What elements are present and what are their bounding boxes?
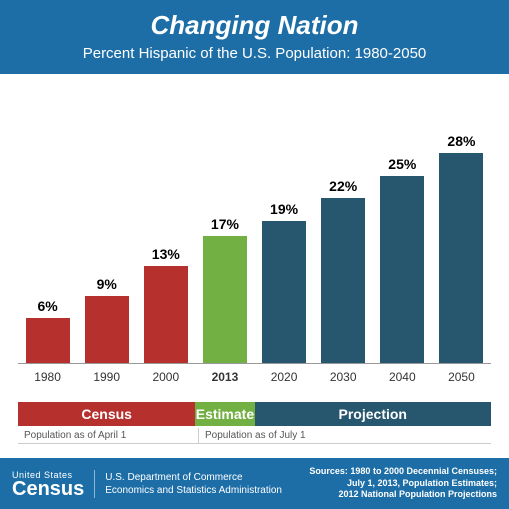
bar-group: 22% [317,178,370,363]
bar [144,266,188,364]
note-right: Population as of July 1 [198,428,491,444]
bar [203,236,247,364]
header: Changing Nation Percent Hispanic of the … [0,0,509,74]
footer-sources: Sources: 1980 to 2000 Decennial Censuses… [309,466,497,501]
bar-value-label: 19% [270,201,298,217]
bar-value-label: 25% [388,156,416,172]
bar-group: 25% [376,156,429,364]
x-label: 1990 [80,370,133,384]
bar [262,221,306,364]
legend-row: Census Estimate Projection [18,402,491,426]
x-label: 2013 [198,370,251,384]
sources-line2: July 1, 2013, Population Estimates; [309,478,497,490]
x-label: 2050 [435,370,488,384]
dept-line2: Economics and Statistics Administration [105,484,309,497]
x-label: 2000 [139,370,192,384]
footer: United States Census U.S. Department of … [0,458,509,509]
bar-value-label: 6% [37,298,57,314]
bar-value-label: 28% [447,133,475,149]
bar-group: 13% [139,246,192,364]
x-label: 2020 [258,370,311,384]
title: Changing Nation [0,10,509,41]
footer-divider [94,470,95,498]
bar [85,296,129,364]
bar-group: 6% [21,298,74,363]
bar-value-label: 17% [211,216,239,232]
bar-group: 19% [258,201,311,364]
bar-value-label: 22% [329,178,357,194]
bar-value-label: 9% [97,276,117,292]
footer-logo: United States Census [12,470,84,498]
infographic: Changing Nation Percent Hispanic of the … [0,0,509,509]
bar [439,153,483,363]
bar-group: 9% [80,276,133,364]
x-label: 2030 [317,370,370,384]
note-left: Population as of April 1 [18,428,198,444]
logo-main: Census [12,481,84,497]
chart-area: 6% 9% 13% 17% 19% 22% 25% 28% 1980 1990 2000 2013 2… [0,74,509,392]
bar-group: 17% [198,216,251,364]
x-axis-labels: 1980 1990 2000 2013 2020 2030 2040 2050 [18,370,491,384]
subtitle: Percent Hispanic of the U.S. Population:… [0,45,509,62]
bar [380,176,424,364]
sources-line1: Sources: 1980 to 2000 Decennial Censuses… [309,466,497,478]
bar-value-label: 13% [152,246,180,262]
note-row: Population as of April 1 Population as o… [18,428,491,444]
sources-line3: 2012 National Population Projections [309,489,497,501]
footer-dept: U.S. Department of Commerce Economics an… [105,471,309,497]
bar [26,318,70,363]
legend-projection: Projection [255,402,492,426]
x-label: 1980 [21,370,74,384]
bars-container: 6% 9% 13% 17% 19% 22% 25% 28% [18,104,491,364]
legend-estimate: Estimate [195,402,254,426]
dept-line1: U.S. Department of Commerce [105,471,309,484]
x-label: 2040 [376,370,429,384]
bar [321,198,365,363]
legend-census: Census [18,402,195,426]
bar-group: 28% [435,133,488,363]
